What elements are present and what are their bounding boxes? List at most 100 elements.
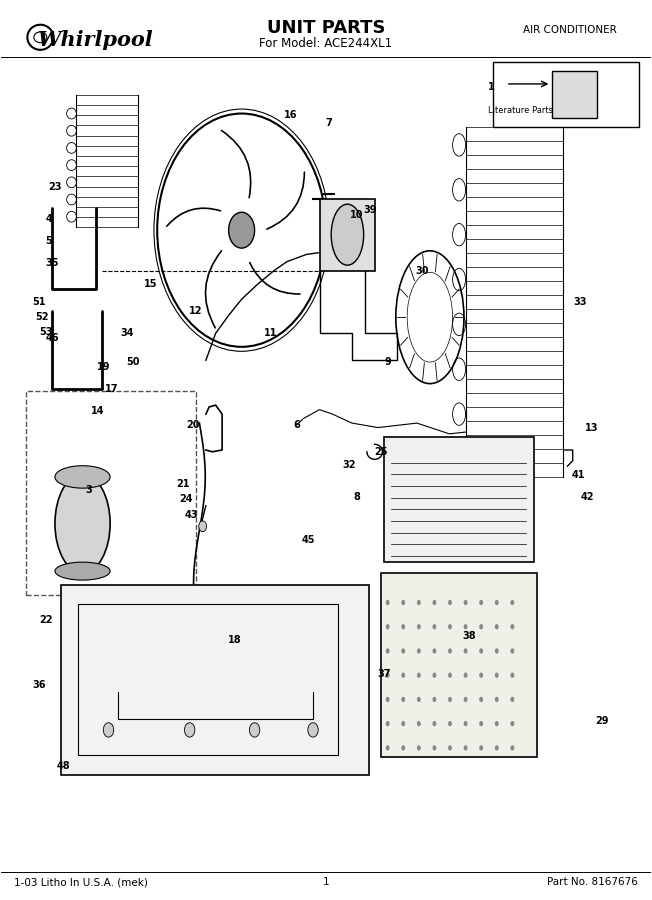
Circle shape — [448, 745, 452, 751]
Bar — [385, 436, 534, 562]
Text: 15: 15 — [144, 279, 158, 289]
Circle shape — [432, 624, 436, 629]
Circle shape — [229, 212, 254, 248]
Circle shape — [417, 697, 421, 702]
Text: 42: 42 — [581, 491, 595, 501]
Circle shape — [386, 624, 390, 629]
FancyArrowPatch shape — [222, 130, 251, 198]
Text: 9: 9 — [384, 357, 391, 367]
Circle shape — [464, 672, 467, 678]
Circle shape — [448, 624, 452, 629]
Circle shape — [464, 697, 467, 702]
Text: 45: 45 — [302, 535, 315, 544]
Circle shape — [479, 721, 483, 726]
Text: 10: 10 — [350, 210, 364, 220]
Text: 41: 41 — [571, 470, 585, 480]
Bar — [319, 199, 375, 271]
Circle shape — [448, 697, 452, 702]
Text: For Model: ACE244XL1: For Model: ACE244XL1 — [259, 37, 393, 50]
Circle shape — [464, 721, 467, 726]
Text: 39: 39 — [363, 204, 377, 214]
Circle shape — [448, 721, 452, 726]
Text: 35: 35 — [45, 258, 59, 268]
Ellipse shape — [331, 204, 364, 266]
Circle shape — [386, 721, 390, 726]
Text: 3: 3 — [85, 485, 93, 495]
Circle shape — [495, 648, 499, 653]
Text: Whirlpool: Whirlpool — [38, 30, 153, 50]
Circle shape — [199, 521, 207, 532]
Circle shape — [432, 697, 436, 702]
Circle shape — [402, 599, 405, 605]
Bar — [381, 573, 537, 757]
Text: 43: 43 — [185, 509, 198, 519]
Text: 13: 13 — [585, 423, 599, 433]
Text: 20: 20 — [186, 420, 200, 430]
Circle shape — [464, 599, 467, 605]
Circle shape — [495, 721, 499, 726]
Text: 34: 34 — [120, 328, 134, 338]
Circle shape — [432, 599, 436, 605]
Circle shape — [464, 745, 467, 751]
Text: 18: 18 — [228, 635, 242, 645]
Text: 4: 4 — [46, 213, 52, 223]
Text: 46: 46 — [45, 333, 59, 343]
Text: 32: 32 — [342, 460, 355, 471]
Circle shape — [495, 599, 499, 605]
Circle shape — [103, 723, 113, 737]
Bar — [552, 71, 597, 118]
Circle shape — [479, 648, 483, 653]
Circle shape — [479, 624, 483, 629]
Ellipse shape — [55, 465, 110, 488]
Circle shape — [464, 648, 467, 653]
Circle shape — [402, 624, 405, 629]
Circle shape — [495, 672, 499, 678]
Bar — [26, 391, 196, 596]
Circle shape — [417, 648, 421, 653]
Circle shape — [511, 697, 514, 702]
Circle shape — [432, 648, 436, 653]
Text: 11: 11 — [264, 328, 278, 338]
Ellipse shape — [55, 474, 110, 573]
Text: 1-03 Litho In U.S.A. (mek): 1-03 Litho In U.S.A. (mek) — [14, 878, 148, 887]
FancyArrowPatch shape — [205, 251, 222, 328]
Circle shape — [308, 723, 318, 737]
Circle shape — [511, 672, 514, 678]
Circle shape — [185, 723, 195, 737]
Text: 53: 53 — [38, 327, 52, 337]
Text: 29: 29 — [595, 716, 609, 726]
Text: 1: 1 — [323, 878, 329, 887]
Circle shape — [417, 624, 421, 629]
Circle shape — [479, 697, 483, 702]
Circle shape — [386, 745, 390, 751]
FancyArrowPatch shape — [267, 172, 304, 230]
Circle shape — [386, 648, 390, 653]
Circle shape — [417, 672, 421, 678]
Text: 38: 38 — [462, 631, 476, 641]
Text: 23: 23 — [48, 182, 61, 192]
Circle shape — [386, 697, 390, 702]
Text: 21: 21 — [177, 479, 190, 489]
Text: 6: 6 — [293, 420, 300, 430]
Text: 8: 8 — [354, 491, 361, 501]
Text: 22: 22 — [38, 616, 52, 625]
Circle shape — [495, 624, 499, 629]
Circle shape — [432, 745, 436, 751]
Text: 52: 52 — [36, 312, 49, 322]
Circle shape — [448, 648, 452, 653]
Bar — [61, 585, 370, 775]
FancyArrowPatch shape — [167, 208, 220, 226]
Text: 7: 7 — [326, 118, 333, 128]
Text: 16: 16 — [284, 111, 297, 121]
Circle shape — [402, 745, 405, 751]
Circle shape — [448, 599, 452, 605]
Text: 1: 1 — [488, 82, 495, 92]
Circle shape — [402, 672, 405, 678]
Circle shape — [417, 745, 421, 751]
Text: 24: 24 — [180, 494, 193, 504]
Circle shape — [511, 599, 514, 605]
Circle shape — [495, 745, 499, 751]
FancyBboxPatch shape — [494, 62, 639, 127]
Text: 30: 30 — [415, 266, 429, 275]
Circle shape — [479, 672, 483, 678]
